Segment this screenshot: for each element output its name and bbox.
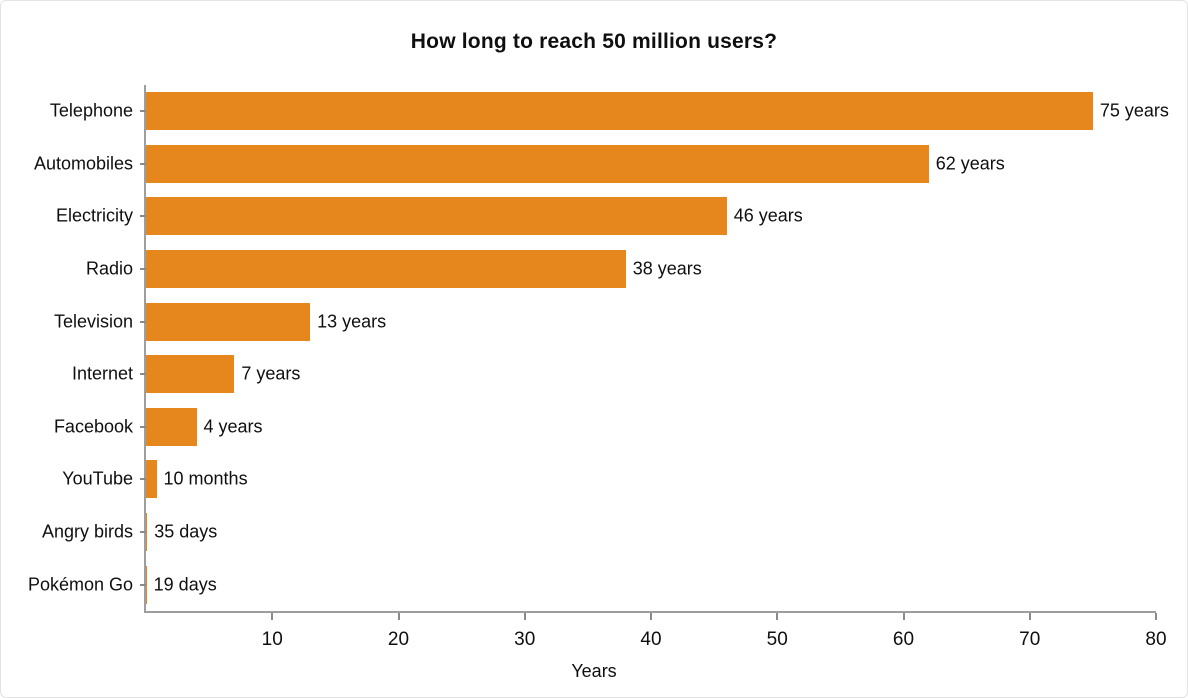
x-axis-tick xyxy=(1028,613,1031,620)
x-axis-tick-label: 30 xyxy=(514,629,536,650)
y-axis-tick xyxy=(140,215,146,218)
category-label: Internet xyxy=(71,363,133,384)
bar xyxy=(146,565,147,604)
bar-row: Facebook 4 years xyxy=(54,401,1156,454)
bar xyxy=(146,144,929,183)
bar-value-label: 7 years xyxy=(241,363,301,384)
y-axis-tick xyxy=(140,531,146,534)
category-label: Radio xyxy=(85,258,133,279)
category-label: YouTube xyxy=(62,468,133,489)
bar-row: Pokémon Go 19 days xyxy=(28,558,1156,611)
bar xyxy=(146,460,157,499)
bar xyxy=(146,513,148,552)
x-axis-tick-label: 50 xyxy=(766,629,788,650)
bar-value-label: 38 years xyxy=(632,258,702,279)
bar-row: YouTube 10 months xyxy=(62,453,1156,506)
x-axis-tick xyxy=(776,613,779,620)
bar xyxy=(146,250,626,289)
bar-row: Angry birds 35 days xyxy=(42,506,1156,559)
bar-row: Automobiles 62 years xyxy=(34,138,1156,191)
category-label: Facebook xyxy=(53,416,133,437)
y-axis-tick xyxy=(140,320,146,323)
x-axis-tick xyxy=(1155,613,1157,620)
x-axis-tick-label: 40 xyxy=(640,629,662,650)
y-axis-tick xyxy=(140,162,146,165)
category-label: Electricity xyxy=(55,205,133,226)
bar-value-label: 46 years xyxy=(733,205,803,226)
y-axis-tick xyxy=(140,583,146,586)
y-axis-tick xyxy=(140,110,146,113)
category-label: Telephone xyxy=(49,100,133,121)
x-axis-title: Years xyxy=(571,661,617,681)
y-axis-tick xyxy=(140,478,146,481)
x-axis-tick-label: 80 xyxy=(1145,629,1167,650)
y-axis-tick xyxy=(140,268,146,271)
bar-row: Telephone 75 years xyxy=(50,85,1169,138)
x-axis-tick xyxy=(271,613,274,620)
bar-value-label: 35 days xyxy=(154,521,218,542)
x-axis-tick-label: 70 xyxy=(1019,629,1041,650)
y-axis-tick xyxy=(140,425,146,428)
bar-value-label: 75 years xyxy=(1099,100,1169,121)
x-axis-tick-label: 60 xyxy=(892,629,915,650)
bar xyxy=(146,355,235,394)
bar-value-label: 19 days xyxy=(153,574,217,595)
chart-title: How long to reach 50 million users? xyxy=(410,30,778,53)
y-axis-tick xyxy=(140,373,146,376)
bar xyxy=(146,407,197,446)
x-axis-tick xyxy=(397,613,400,620)
bar-row: Radio 38 years xyxy=(86,243,1156,296)
x-axis-tick xyxy=(523,613,526,620)
bar-value-label: 62 years xyxy=(935,153,1005,174)
x-axis-tick xyxy=(650,613,652,620)
bar-value-label: 13 years xyxy=(317,311,387,332)
category-label: Television xyxy=(53,311,133,332)
bar-value-label: 4 years xyxy=(203,416,263,437)
bar xyxy=(146,197,727,236)
bar-value-label: 10 months xyxy=(163,468,248,489)
bar-row: Television 13 years xyxy=(54,295,1156,348)
bar xyxy=(146,92,1093,131)
category-label: Angry birds xyxy=(41,521,133,542)
x-axis-tick-label: 20 xyxy=(387,629,410,650)
bar-row: Internet 7 years xyxy=(72,348,1156,401)
bar xyxy=(146,302,311,341)
x-axis-tick-label: 10 xyxy=(261,629,283,650)
x-axis-tick xyxy=(902,613,905,620)
category-label: Pokémon Go xyxy=(27,574,133,595)
plot-area: Telephone 75 years Automobiles 62 years Elec… xyxy=(28,85,1169,650)
bar-row: Electricity 46 years xyxy=(56,190,1156,243)
category-label: Automobiles xyxy=(33,153,133,174)
